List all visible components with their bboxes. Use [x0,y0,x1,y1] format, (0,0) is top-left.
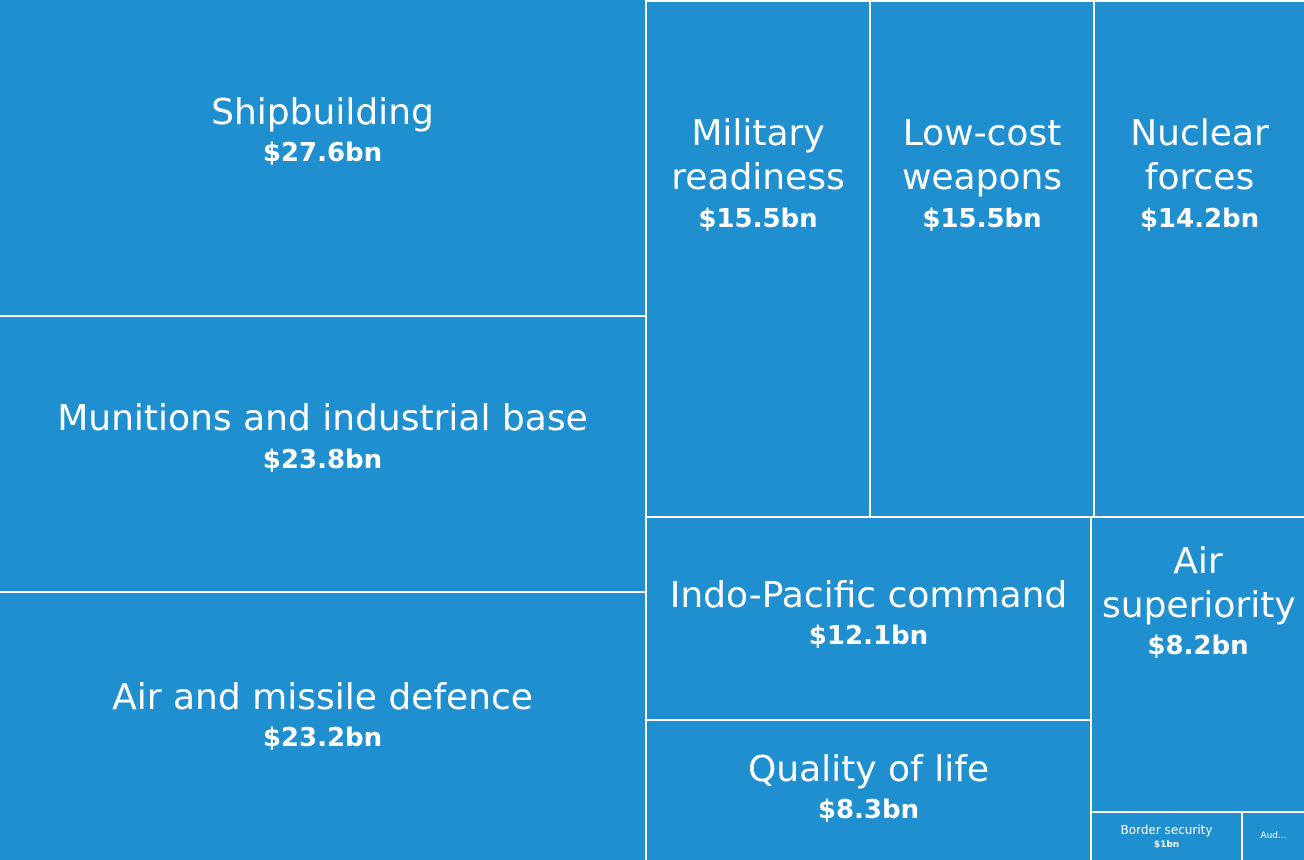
treemap-cell-label: Shipbuilding [211,91,434,133]
treemap-cell: Low-cost weapons $15.5bn [871,2,1093,516]
treemap-cell: Air superiority $8.2bn [1092,518,1304,811]
treemap-cell-value: $23.2bn [262,723,383,754]
treemap-cell: Aud... [1243,813,1304,860]
treemap-cell-value: $15.5bn [698,203,818,234]
treemap-cell-label: Border security [1120,823,1213,838]
treemap-cell-value: $15.5bn [922,203,1042,234]
treemap-cell-value: $23.8bn [262,444,383,475]
treemap-cell-label: Nuclear forces [1130,113,1269,198]
treemap-cell: Quality of life $8.3bn [647,721,1090,860]
treemap-cell-value: $27.6bn [262,138,383,169]
treemap-cell: Indo-Pacific command $12.1bn [647,518,1090,719]
treemap-cell: Munitions and industrial base $23.8bn [0,317,645,591]
treemap-cell-value: $14.2bn [1139,203,1260,234]
treemap-cell-label: Air and missile defence [112,676,533,718]
treemap-cell-label: Aud... [1260,831,1287,842]
treemap-cell: Military readiness $15.5bn [647,2,869,516]
treemap-cell-label: Low-cost weapons [901,113,1063,198]
treemap-cell-label: Air superiority [1102,540,1296,626]
treemap-cell: Shipbuilding $27.6bn [0,0,645,315]
treemap-cell-label: Quality of life [747,748,990,790]
treemap-cell-label: Munitions and industrial base [57,398,588,440]
treemap-cell-value: $12.1bn [808,621,929,652]
treemap-cell: Border security $1bn [1092,813,1241,860]
treemap-cell-value: $1bn [1153,839,1180,850]
treemap-cell-value: $8.2bn [1147,631,1249,662]
treemap-cell-value: $8.3bn [817,795,920,826]
treemap-cell: Nuclear forces $14.2bn [1095,2,1304,516]
treemap-cell-label: Indo-Pacific command [669,574,1068,616]
treemap-cell: Air and missile defence $23.2bn [0,593,645,860]
treemap-cell-label: Military readiness [671,113,845,198]
